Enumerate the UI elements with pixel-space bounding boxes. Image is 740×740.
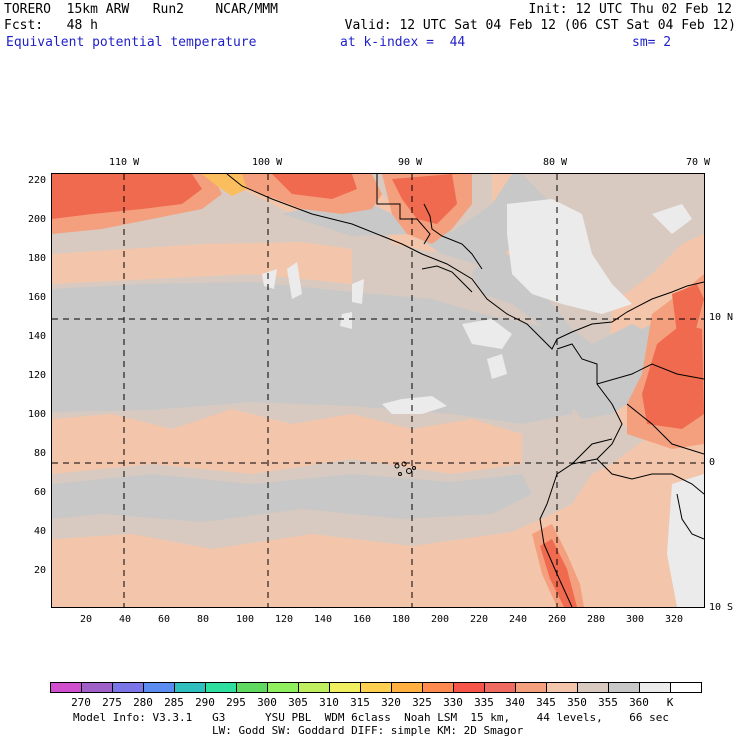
bottom-tick-label: 200 [431,614,450,625]
colorbar-swatch [267,682,299,693]
left-tick-label: 80 [33,448,46,459]
bottom-tick-label: 100 [236,614,255,625]
colorbar-label: 305 [288,696,308,709]
colorbar-swatch [546,682,578,693]
colorbar-swatch [391,682,423,693]
latitude-label: 10 S [709,602,734,613]
colorbar-label: 350 [567,696,587,709]
left-tick-label: 220 [27,175,46,186]
bottom-tick-label: 160 [353,614,372,625]
left-tick-label: 40 [33,526,46,537]
left-tick-label: 200 [27,214,46,225]
latitude-label: 0 [709,457,716,468]
colorbar-label: 295 [226,696,246,709]
bottom-tick-label: 240 [509,614,528,625]
colorbar-swatch [205,682,237,693]
colorbar-swatch [577,682,609,693]
colorbar-label: 320 [381,696,401,709]
left-tick-label: 60 [33,487,46,498]
colorbar-swatch [298,682,330,693]
bottom-tick-label: 60 [158,614,171,625]
bottom-tick-label: 20 [80,614,93,625]
left-tick-label: 160 [27,292,46,303]
colorbar-swatch [50,682,82,693]
colorbar-label: 355 [598,696,618,709]
field-320-patch [202,174,247,196]
longitude-label: 110 W [109,157,140,168]
colorbar-label: 315 [350,696,370,709]
colorbar-label: 360 [629,696,649,709]
colorbar-swatch [81,682,113,693]
longitude-label: 70 W [686,157,711,168]
bottom-tick-label: 280 [587,614,606,625]
left-tick-label: 140 [27,331,46,342]
colorbar-label: 280 [133,696,153,709]
colorbar-swatch [453,682,485,693]
left-tick-label: 20 [33,565,46,576]
bottom-tick-label: 180 [392,614,411,625]
colorbar-label: 325 [412,696,432,709]
header-valid-time: Valid: 12 UTC Sat 04 Feb 12 (06 CST Sat … [344,18,736,33]
colorbar-swatch [174,682,206,693]
colorbar-swatch [515,682,547,693]
colorbar-label: 300 [257,696,277,709]
colorbar-label: 270 [71,696,91,709]
galapagos-islands [394,461,416,476]
header-smoothing: sm= 2 [632,35,672,50]
lat-lon-grid [52,174,704,607]
left-tick-label: 100 [27,409,46,420]
colorbar-swatch [143,682,175,693]
bottom-tick-label: 40 [119,614,132,625]
header-field-name: Equivalent potential temperature [6,35,257,50]
left-tick-label: 120 [27,370,46,381]
bottom-tick-label: 220 [470,614,489,625]
bottom-tick-label: 260 [548,614,567,625]
map-panel [51,173,705,608]
colorbar-label: 345 [536,696,556,709]
field-355-patches [262,199,704,607]
colorbar-label: 290 [195,696,215,709]
longitude-label: 90 W [398,157,423,168]
colorbar-label: 285 [164,696,184,709]
header-model-run: TORERO 15km ARW Run2 NCAR/MMM [4,2,278,17]
colorbar-label: 275 [102,696,122,709]
bottom-tick-label: 140 [314,614,333,625]
header-init-time: Init: 12 UTC Thu 02 Feb 12 [528,2,733,17]
colorbar-label: 330 [443,696,463,709]
colorbar-swatch [608,682,640,693]
latitude-label: 10 N [709,312,734,323]
footer-physics-info: LW: Godd SW: Goddard DIFF: simple KM: 2D… [212,724,524,737]
footer-model-info: Model Info: V3.3.1 G3 YSU PBL WDM 6class… [73,711,670,724]
colorbar-swatch [360,682,392,693]
colorbar-label: 340 [505,696,525,709]
colorbar-swatch [484,682,516,693]
bottom-tick-label: 120 [275,614,294,625]
map-svg [52,174,704,607]
colorbar-label: 310 [319,696,339,709]
colorbar-swatch [329,682,361,693]
bottom-tick-label: 320 [665,614,684,625]
colorbar-swatch [670,682,702,693]
bottom-tick-label: 300 [626,614,645,625]
left-tick-label: 180 [27,253,46,264]
colorbar-label: K [666,696,674,709]
colorbar-label: 335 [474,696,494,709]
colorbar-swatch [236,682,268,693]
header-forecast-hour: Fcst: 48 h [4,18,98,33]
colorbar-swatch [112,682,144,693]
bottom-tick-label: 80 [197,614,210,625]
header-level: at k-index = 44 [340,35,466,50]
field-330-areas [52,174,704,607]
colorbar-swatch [422,682,454,693]
colorbar-swatch [639,682,671,693]
longitude-label: 80 W [543,157,568,168]
longitude-label: 100 W [252,157,283,168]
